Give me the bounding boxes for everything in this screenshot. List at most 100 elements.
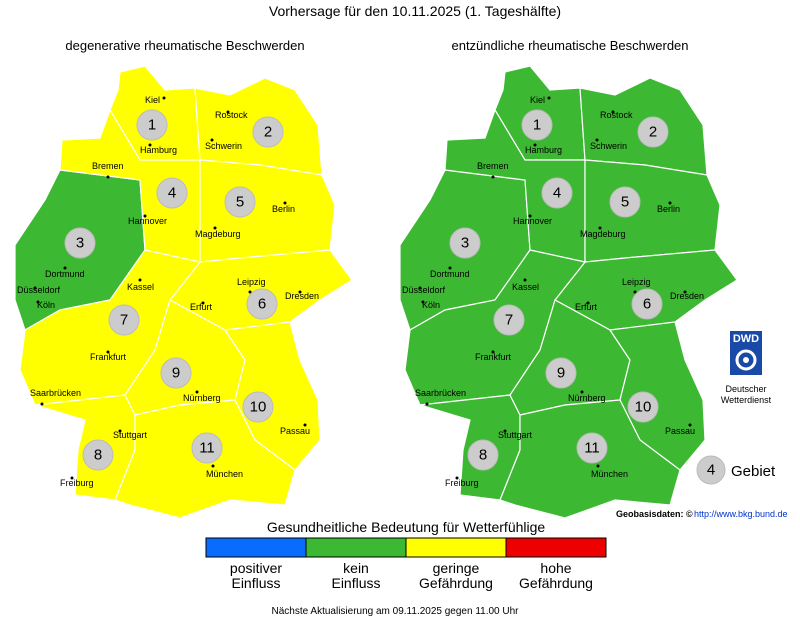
region-number: 5 [621,194,629,211]
city-label: Düsseldorf [17,285,61,295]
region-number: 8 [479,447,487,464]
region-circle [545,357,577,389]
region-circle [631,288,663,320]
region-number: 10 [250,399,267,416]
city-dot [118,429,122,433]
region-circle [467,439,499,471]
city-dot [211,464,215,468]
region-number: 1 [148,117,156,134]
region-circle [521,109,553,141]
city-label: Passau [280,426,310,436]
region [584,159,721,263]
city-label: Kiel [530,95,545,105]
city-label: Köln [37,300,55,310]
city-label: Dortmund [430,269,470,279]
city-label: Köln [422,300,440,310]
city-dot [598,226,602,230]
city-dot [201,301,205,305]
city-dot [688,423,692,427]
map: entzündliche rheumatische Beschwerden Kie… [399,38,738,519]
map: degenerative rheumatische Beschwerden Kie… [14,38,353,519]
region-number: 6 [643,296,651,313]
region-circle [541,177,573,209]
city-dot [668,201,672,205]
city-dot [213,226,217,230]
legend-label: geringe [433,560,480,576]
city-label: Bremen [92,161,124,171]
region-number: 7 [120,312,128,329]
city-dot [503,429,507,433]
key-circle [696,455,726,485]
city-label: Stuttgart [113,430,148,440]
city-label: Schwerin [590,141,627,151]
region-number: 11 [199,440,215,457]
legend-label: positiver [230,560,282,576]
legend-swatch [405,537,507,558]
city-dot [633,290,637,294]
city-label: Rostock [600,110,633,120]
city-dot [611,110,615,114]
city-label: Passau [665,426,695,436]
region-number: 4 [553,185,561,202]
city-label: Leipzig [622,277,651,287]
region-circle [627,391,659,423]
city-dot [283,201,287,205]
map-title: entzündliche rheumatische Beschwerden [451,38,688,53]
city-label: Saarbrücken [30,388,81,398]
logo-swirl [735,349,757,371]
city-dot [418,286,422,290]
region-number: 5 [236,194,244,211]
city-label: Magdeburg [195,229,241,239]
city-label: Nürnberg [183,393,221,403]
legend-title: Gesundheitliche Bedeutung für Wetterfühl… [267,519,546,535]
map-key: 4 Gebiet [696,455,776,485]
city-label: Berlin [272,204,295,214]
city-label: Hamburg [140,145,177,155]
region-number: 2 [649,124,657,141]
city-dot [586,301,590,305]
key-number: 4 [707,462,715,479]
source-link[interactable]: http://www.bkg.bund.de [694,509,788,519]
city-label: Schwerin [205,141,242,151]
city-dot [210,138,214,142]
city-label: Frankfurt [90,352,127,362]
city-label: Dortmund [45,269,85,279]
city-label: Erfurt [190,302,213,312]
region-circle [493,304,525,336]
region-number: 4 [168,185,176,202]
city-dot [595,138,599,142]
city-label: Hannover [513,216,552,226]
city-dot [455,476,459,480]
region-number: 11 [584,440,600,457]
region-circle [609,186,641,218]
region-circle [637,116,669,148]
region-circle [160,357,192,389]
title: Vorhersage für den 10.11.2025 (1. Tagesh… [269,3,561,19]
region-number: 1 [533,117,541,134]
region-circle [246,288,278,320]
region-circle [224,186,256,218]
city-label: Berlin [657,204,680,214]
city-dot [63,266,67,270]
region-circle [576,432,608,464]
city-dot [580,390,584,394]
city-label: Nürnberg [568,393,606,403]
city-label: Rostock [215,110,248,120]
region-circle [191,432,223,464]
city-dot [425,402,429,406]
legend-swatch [505,537,607,558]
legend: Gesundheitliche Bedeutung für Wetterfühl… [205,519,607,591]
region-circle [449,227,481,259]
city-dot [421,300,425,304]
city-dot [226,110,230,114]
key-label: Gebiet [731,463,776,480]
city-dot [143,214,147,218]
logo-swirl-core [743,357,749,363]
city-label: Kassel [127,282,154,292]
city-label: Freiburg [60,478,94,488]
city-label: Düsseldorf [402,285,446,295]
region-number: 8 [94,447,102,464]
city-label: Dresden [285,291,319,301]
city-dot [33,286,37,290]
